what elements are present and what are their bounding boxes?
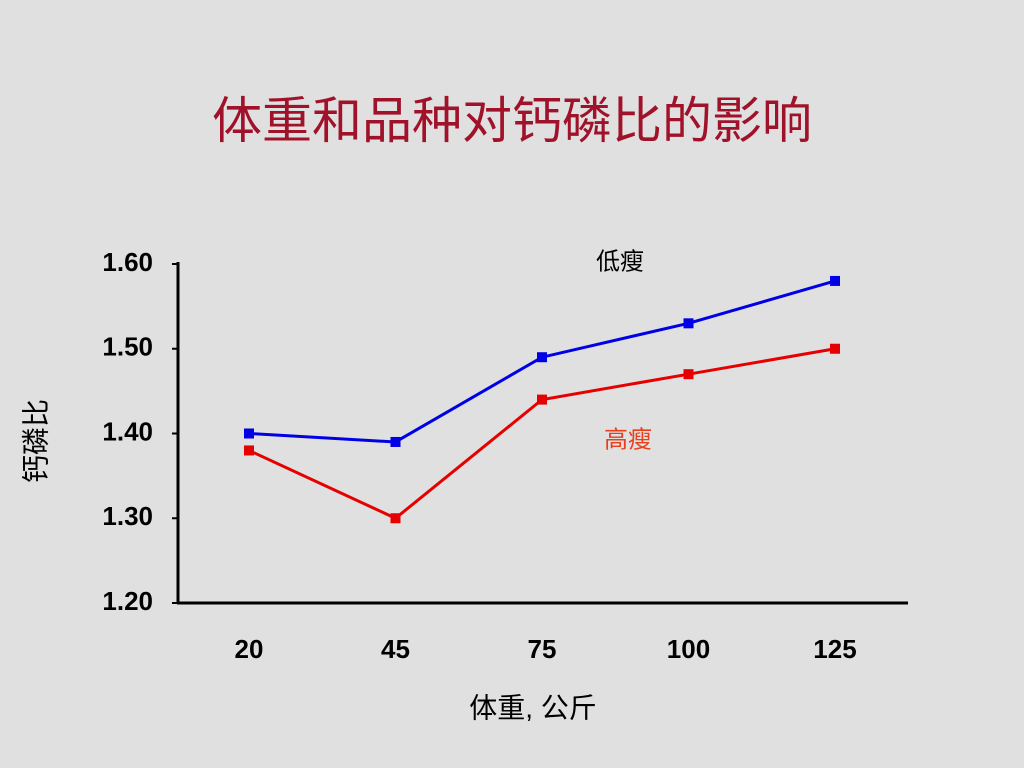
point-marker	[244, 428, 254, 439]
x-tick-label: 20	[235, 634, 264, 664]
y-tick-label: 1.30	[102, 501, 153, 531]
y-tick-label: 1.60	[102, 247, 153, 277]
y-axis-label: 钙磷比	[20, 399, 51, 483]
point-marker	[830, 275, 840, 286]
series-label: 高瘦	[604, 426, 652, 453]
x-tick-label: 125	[813, 634, 856, 664]
point-marker	[830, 343, 840, 354]
y-tick-label: 1.20	[102, 586, 153, 616]
x-axis-label: 体重, 公斤	[469, 692, 597, 723]
point-marker	[537, 394, 547, 405]
point-marker	[390, 513, 401, 524]
series-label: 低瘦	[596, 248, 644, 275]
point-marker	[244, 445, 254, 456]
point-marker	[683, 369, 694, 380]
point-marker	[390, 436, 401, 447]
x-tick-label: 45	[381, 634, 410, 664]
x-tick-label: 100	[667, 634, 710, 664]
chart-title: 体重和品种对钙磷比的影响	[212, 92, 812, 150]
x-tick-label: 75	[528, 634, 557, 664]
point-marker	[537, 352, 547, 363]
y-tick-label: 1.50	[102, 332, 153, 362]
y-tick-label: 1.40	[102, 416, 153, 446]
point-marker	[683, 318, 694, 329]
